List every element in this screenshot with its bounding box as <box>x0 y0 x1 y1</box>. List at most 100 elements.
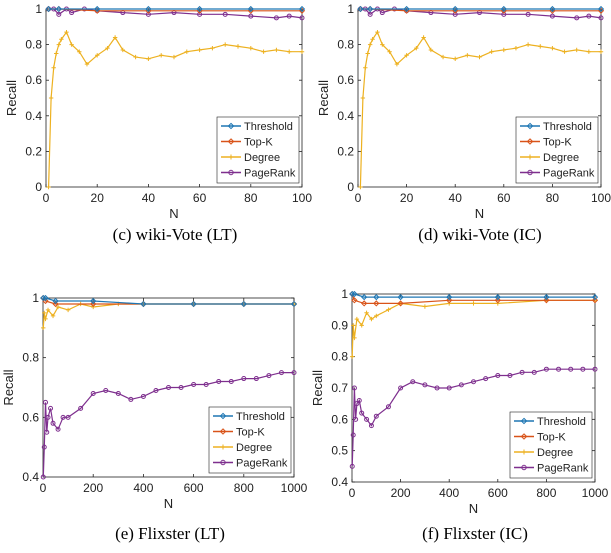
legend-marker <box>521 449 527 455</box>
x-tick-label: 400 <box>439 486 459 500</box>
data-point <box>364 310 369 315</box>
data-point <box>95 53 100 58</box>
x-tick-label: 40 <box>142 191 156 205</box>
data-point <box>446 385 452 391</box>
data-point <box>56 42 61 47</box>
legend-label: Top-K <box>244 137 273 149</box>
y-tick-label: 0.6 <box>25 73 42 87</box>
legend-label: PageRank <box>236 458 288 470</box>
y-tick-label: 0.6 <box>22 410 39 424</box>
x-tick-label: 1000 <box>582 486 609 500</box>
data-point <box>261 49 266 54</box>
data-point <box>240 300 247 308</box>
data-point <box>90 390 96 396</box>
data-point <box>422 304 428 309</box>
data-point <box>128 396 134 402</box>
data-point <box>171 54 177 60</box>
data-point <box>146 56 151 62</box>
data-point <box>51 65 56 70</box>
data-point <box>197 11 203 17</box>
data-point <box>197 47 202 53</box>
legend-label: Degree <box>236 442 272 454</box>
data-point <box>350 354 355 359</box>
data-point <box>112 35 118 40</box>
legend-marker <box>527 154 533 160</box>
x-axis-label: N <box>475 206 484 221</box>
legend-label: PageRank <box>543 168 595 180</box>
data-point <box>55 5 62 13</box>
y-tick-label: 0 <box>35 180 42 194</box>
data-point <box>562 49 567 54</box>
legend-label: Top-K <box>236 427 265 439</box>
x-tick-label: 100 <box>591 191 611 205</box>
data-point <box>55 304 61 310</box>
data-point <box>42 310 47 316</box>
data-point <box>580 366 586 372</box>
data-point <box>357 5 364 13</box>
data-point <box>397 294 404 301</box>
x-tick-label: 200 <box>391 486 411 500</box>
data-point <box>178 385 184 390</box>
data-point <box>453 56 458 62</box>
legend: Threshold Top-K Degree PageRank <box>515 116 599 184</box>
data-point <box>471 301 476 306</box>
data-point <box>248 45 253 51</box>
data-point <box>452 5 459 13</box>
data-point <box>367 11 373 17</box>
legend-marker <box>526 122 534 130</box>
chart-caption: (d) wiki-Vote (IC) <box>418 225 541 244</box>
data-point <box>477 54 482 60</box>
series-line-degree <box>351 299 595 357</box>
data-point <box>44 429 50 435</box>
y-tick-label: 0.6 <box>331 412 348 426</box>
chart-caption: (c) wiki-Vote (LT) <box>113 225 238 244</box>
data-point <box>489 49 494 54</box>
data-point <box>299 15 305 21</box>
data-point <box>495 301 500 306</box>
legend-marker <box>520 433 528 440</box>
data-point <box>153 387 159 393</box>
data-point <box>598 49 604 54</box>
data-point <box>191 382 197 388</box>
data-point <box>241 376 247 382</box>
data-point <box>120 47 125 53</box>
data-point <box>361 300 368 307</box>
data-point <box>385 404 391 410</box>
data-point <box>361 294 368 301</box>
y-tick-label: 0 <box>347 180 354 194</box>
legend-marker <box>520 417 528 425</box>
x-tick-label: 600 <box>488 486 508 500</box>
data-point <box>414 45 419 51</box>
y-tick-label: 0.4 <box>22 470 39 484</box>
y-tick-label: 0.4 <box>337 109 354 123</box>
data-point <box>380 42 385 47</box>
data-point <box>115 390 121 396</box>
data-point <box>94 5 101 13</box>
data-point <box>394 61 400 67</box>
data-point <box>370 37 375 42</box>
y-tick-label: 1 <box>35 2 42 16</box>
data-point <box>397 300 404 307</box>
legend-marker <box>527 169 533 176</box>
data-point <box>501 47 506 53</box>
x-tick-label: 20 <box>400 191 414 205</box>
y-tick-label: 0.6 <box>337 73 354 87</box>
data-point <box>422 382 428 388</box>
data-point <box>166 385 171 390</box>
x-tick-label: 800 <box>234 481 254 495</box>
data-point <box>387 49 392 54</box>
data-point <box>351 323 356 328</box>
data-point <box>375 29 380 35</box>
data-point <box>471 379 476 385</box>
series-line-degree <box>48 30 302 188</box>
legend-marker <box>219 428 227 435</box>
data-point <box>386 307 391 312</box>
data-point <box>45 414 51 420</box>
data-point <box>299 49 305 54</box>
data-point <box>434 385 440 391</box>
data-point <box>48 95 54 101</box>
data-point <box>56 11 62 17</box>
data-point <box>398 385 404 391</box>
data-point <box>543 366 549 372</box>
data-point <box>598 15 604 21</box>
